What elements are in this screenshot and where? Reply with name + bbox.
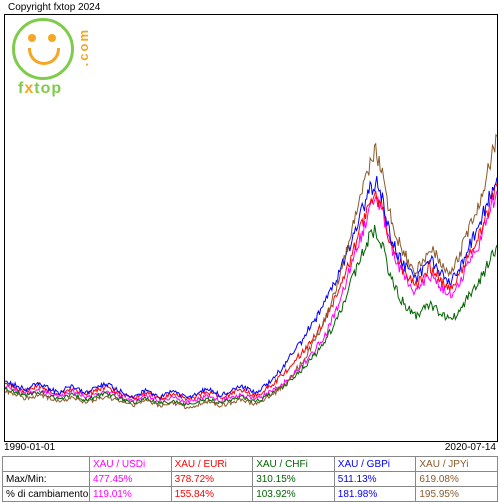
table-header-cell: XAU / GBPi [334, 457, 416, 472]
table-cell: 310.15% [253, 472, 335, 487]
series-line [5, 135, 497, 409]
copyright-text: Copyright fxtop 2024 [8, 2, 100, 13]
date-end-label: 2020-07-14 [445, 442, 496, 453]
table-header-row: XAU / USDiXAU / EURiXAU / CHFiXAU / GBPi… [3, 457, 498, 472]
table-cell: 619.08% [416, 472, 498, 487]
table-row: % di cambiamento:119.01%155.84%103.92%18… [3, 487, 498, 502]
date-start-label: 1990-01-01 [4, 442, 55, 453]
table-header-cell: XAU / JPYi [416, 457, 498, 472]
table-row-label: Max/Min: [3, 472, 90, 487]
table-cell: 155.84% [171, 487, 253, 502]
table-cell: 119.01% [90, 487, 172, 502]
table-header-cell: XAU / EURi [171, 457, 253, 472]
smiley-icon [12, 18, 72, 78]
table-cell: 195.95% [416, 487, 498, 502]
table-header-cell: XAU / CHFi [253, 457, 335, 472]
fxtop-logo: .com fxtop [12, 18, 102, 108]
series-line [5, 176, 497, 398]
legend-table: XAU / USDiXAU / EURiXAU / CHFiXAU / GBPi… [2, 456, 498, 502]
series-line [5, 183, 497, 400]
table-row-label: % di cambiamento: [3, 487, 90, 502]
table-cell: 181.98% [334, 487, 416, 502]
table-row: Max/Min:477.45%378.72%310.15%511.13%619.… [3, 472, 498, 487]
table-cell: 477.45% [90, 472, 172, 487]
table-corner [3, 457, 90, 472]
logo-brand: fxtop [18, 80, 62, 98]
table-header-cell: XAU / USDi [90, 457, 172, 472]
logo-dotcom: .com [76, 28, 91, 66]
table-cell: 378.72% [171, 472, 253, 487]
series-line [5, 225, 497, 405]
table-cell: 103.92% [253, 487, 335, 502]
table-cell: 511.13% [334, 472, 416, 487]
series-line [5, 191, 497, 404]
